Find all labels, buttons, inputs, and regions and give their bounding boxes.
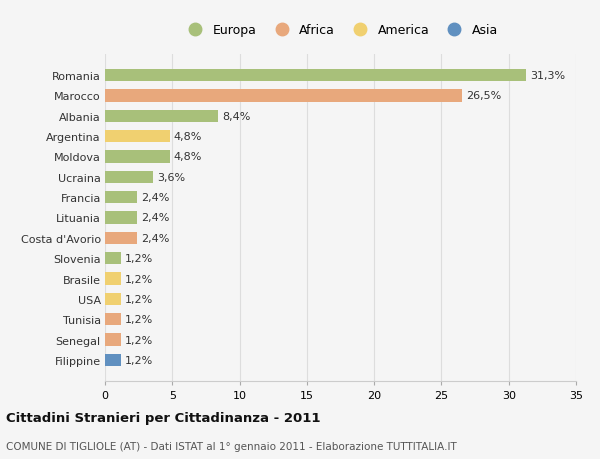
Text: 31,3%: 31,3% <box>530 71 565 81</box>
Text: 1,2%: 1,2% <box>125 274 154 284</box>
Bar <box>105 171 154 184</box>
Bar <box>105 70 526 82</box>
Bar <box>105 111 218 123</box>
Text: COMUNE DI TIGLIOLE (AT) - Dati ISTAT al 1° gennaio 2011 - Elaborazione TUTTITALI: COMUNE DI TIGLIOLE (AT) - Dati ISTAT al … <box>6 441 457 451</box>
Text: 4,8%: 4,8% <box>173 152 202 162</box>
Bar <box>105 212 137 224</box>
Text: 26,5%: 26,5% <box>466 91 501 101</box>
Text: 1,2%: 1,2% <box>125 355 154 365</box>
Text: 1,2%: 1,2% <box>125 314 154 325</box>
Bar <box>105 334 121 346</box>
Text: 8,4%: 8,4% <box>222 112 250 122</box>
Text: 2,4%: 2,4% <box>142 193 170 203</box>
Bar <box>105 232 137 244</box>
Bar <box>105 354 121 366</box>
Text: 1,2%: 1,2% <box>125 254 154 263</box>
Text: 2,4%: 2,4% <box>142 213 170 223</box>
Legend: Europa, Africa, America, Asia: Europa, Africa, America, Asia <box>178 19 503 42</box>
Bar <box>105 131 170 143</box>
Text: 1,2%: 1,2% <box>125 335 154 345</box>
Bar <box>105 273 121 285</box>
Bar <box>105 151 170 163</box>
Text: 3,6%: 3,6% <box>157 173 185 182</box>
Bar <box>105 313 121 325</box>
Text: Cittadini Stranieri per Cittadinanza - 2011: Cittadini Stranieri per Cittadinanza - 2… <box>6 412 320 425</box>
Text: 4,8%: 4,8% <box>173 132 202 142</box>
Bar <box>105 90 461 102</box>
Text: 1,2%: 1,2% <box>125 294 154 304</box>
Bar <box>105 192 137 204</box>
Bar <box>105 252 121 265</box>
Bar <box>105 293 121 305</box>
Text: 2,4%: 2,4% <box>142 233 170 243</box>
